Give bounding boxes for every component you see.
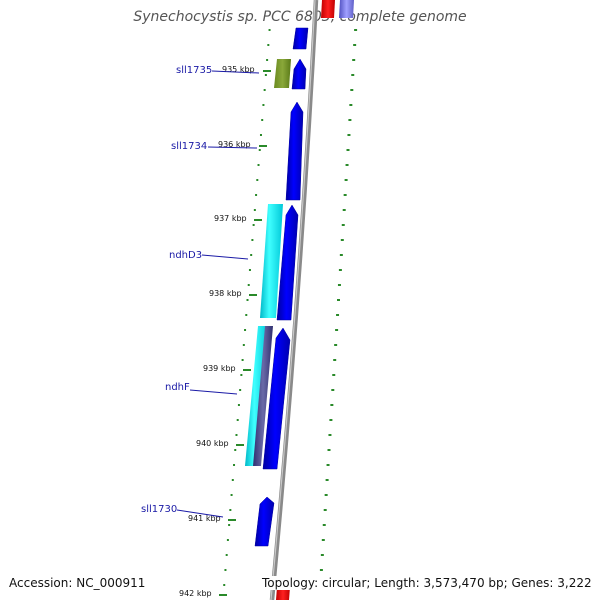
genome-summary: Topology: circular; Length: 3,573,470 bp…: [262, 576, 592, 590]
gene-label-text[interactable]: ndhF: [165, 382, 190, 393]
gene-label-text[interactable]: sll1730: [141, 504, 177, 515]
inner-dotted-ring: [223, 29, 271, 586]
outer-dotted-ring: [318, 29, 358, 586]
tick-942: 942 kbp: [179, 589, 227, 598]
tick-935: 935 kbp: [222, 65, 271, 74]
gene-label-text[interactable]: sll1734: [171, 141, 207, 152]
gene-label-ndhD3[interactable]: ndhD3: [169, 250, 249, 261]
backbone-highlight: [270, 0, 316, 600]
tick-940: 940 kbp: [196, 439, 244, 448]
tick-label: 941 kbp: [188, 514, 221, 523]
tick-938: 938 kbp: [209, 289, 257, 298]
tick-label: 939 kbp: [203, 364, 236, 373]
accession-label: Accession: NC_000911: [9, 576, 146, 590]
other-feature-sll1735: [274, 59, 291, 88]
forward-cds-top: [292, 27, 309, 50]
tick-label: 935 kbp: [222, 65, 255, 74]
gene-arrow-sll1735: [291, 58, 307, 90]
page-title: Synechocystis sp. PCC 6803, complete gen…: [133, 9, 467, 25]
tick-941: 941 kbp: [188, 514, 236, 523]
tick-label: 936 kbp: [218, 140, 251, 149]
genome-backbone: [269, 0, 319, 600]
tick-939: 939 kbp: [203, 364, 251, 373]
forward-cds-ndhF-region: [262, 327, 291, 470]
gene-label-sll1735[interactable]: sll1735: [176, 65, 260, 76]
tick-label: 937 kbp: [214, 214, 247, 223]
rna-feature-top: [321, 0, 335, 18]
rna-feature-bottom: [276, 587, 290, 600]
tick-label: 940 kbp: [196, 439, 229, 448]
top-features: [292, 0, 354, 50]
gene-label-text[interactable]: ndhD3: [169, 250, 202, 261]
gene-arrow-sll1730: [254, 496, 275, 547]
tick-936: 936 kbp: [218, 140, 267, 149]
coordinate-ticks: 935 kbp 936 kbp 937 kbp 938 kbp 939 kbp …: [179, 65, 271, 598]
gene-arrow-sll1734: [285, 101, 304, 201]
gene-arrow-ndhD3: [260, 204, 283, 318]
misc-cds-ndhF-region: [253, 326, 273, 466]
gene-label-sll1734[interactable]: sll1734: [171, 141, 258, 152]
forward-cds-ndhD3-region: [276, 204, 299, 321]
tick-label: 938 kbp: [209, 289, 242, 298]
gene-label-ndhF[interactable]: ndhF: [165, 382, 238, 395]
tick-937: 937 kbp: [214, 214, 262, 223]
tick-label: 942 kbp: [179, 589, 212, 598]
gene-label-sll1730[interactable]: sll1730: [141, 504, 224, 518]
gene-labels: sll1735 sll1734 ndhD3 ndhF sll1730: [141, 65, 260, 518]
misc-feature-top: [339, 0, 354, 18]
gene-label-text[interactable]: sll1735: [176, 65, 212, 76]
